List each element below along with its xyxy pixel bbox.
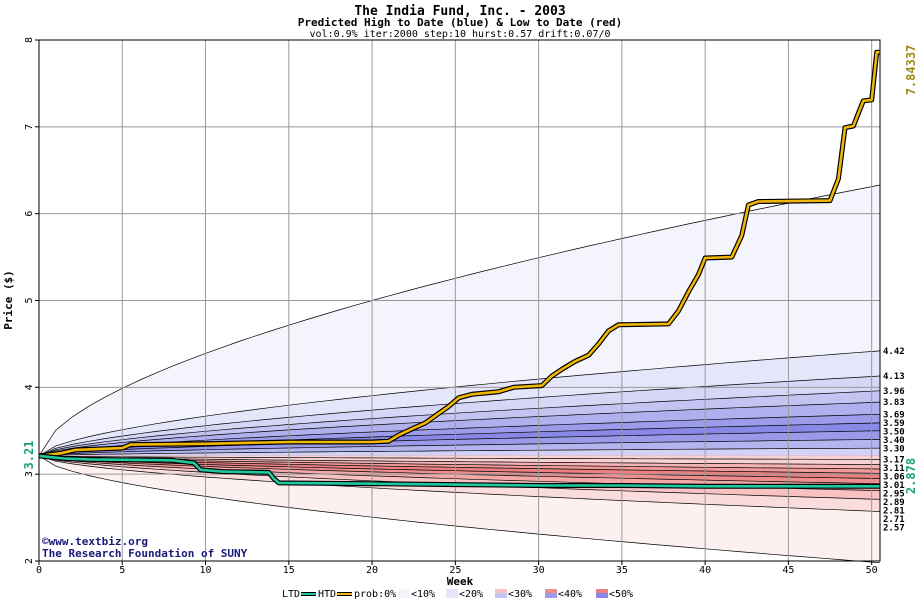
x-tick-label-45: 45 (782, 565, 794, 576)
upper-band-edge-4 (38, 401, 881, 457)
band-end-labels: 4.42 4.13 3.963.83 3.693.593.503.403.303.17… (883, 347, 905, 534)
upper-band-edge-8 (38, 439, 881, 457)
lower-band-edge-1 (38, 455, 881, 512)
x-tick-label-25: 25 (449, 565, 461, 576)
credit-foundation: The Research Foundation of SUNY (42, 547, 248, 560)
chart-subtitle: Predicted High to Date (blue) & Low to D… (298, 16, 623, 29)
x-tick-label-30: 30 (533, 565, 545, 576)
right-label-7: 3.40 (883, 436, 905, 446)
right-label-2: 3.96 (883, 387, 905, 397)
x-tick-label-10: 10 (200, 565, 212, 576)
right-label-15: 2.81 (883, 506, 905, 516)
x-tick-label-50: 50 (866, 565, 878, 576)
y-tick-label-3: 3 (24, 471, 35, 477)
upper-band-edge-7 (38, 430, 881, 457)
series-lines (38, 49, 880, 489)
legend-bin-30: <30% (508, 589, 532, 600)
upper-band-edge-2 (38, 375, 881, 457)
ltd-series-line (38, 454, 880, 488)
legend: LTD HTD prob:0% <10% <20% <30% <40% <50% (282, 589, 633, 600)
upper-band-edge-9 (38, 447, 881, 457)
legend-htd-label: HTD (318, 589, 336, 600)
y-tick-label-5: 5 (24, 297, 35, 303)
lower-band-8 (39, 455, 880, 465)
y-tick-label-4: 4 (24, 384, 35, 390)
upper-band-edge-1 (38, 350, 881, 457)
x-tick-label-0: 0 (36, 565, 42, 576)
credit-copyright: ©www.textbiz.org (42, 535, 148, 548)
legend-swatch-0 (398, 589, 410, 598)
right-label-4: 3.69 (883, 410, 905, 420)
right-label-11: 3.06 (883, 472, 905, 482)
htd-series-line (38, 50, 880, 458)
legend-swatch-30b (545, 593, 557, 598)
right-label-3: 3.83 (883, 398, 905, 408)
right-label-13: 2.95 (883, 489, 905, 499)
x-tick-label-35: 35 (616, 565, 628, 576)
legend-bin-20: <20% (459, 589, 483, 600)
x-tick-label-20: 20 (366, 565, 378, 576)
legend-swatch-10 (446, 589, 458, 598)
legend-ltd-label: LTD (282, 589, 300, 600)
right-label-5: 3.59 (883, 419, 905, 429)
upper-band-edge-10 (38, 455, 880, 460)
right-label-0: 4.42 (883, 347, 905, 357)
upper-band-9 (39, 448, 880, 456)
x-axis-label: Week (447, 575, 474, 588)
upper-band-edge-3 (38, 390, 881, 457)
chart-params: vol:0.9% iter:2000 step:10 hurst:0.57 dr… (309, 29, 610, 40)
x-tick-label-40: 40 (699, 565, 711, 576)
high-end-label: 7.84337 (904, 45, 918, 96)
y-axis-ticks: 2 3 4 5 6 7 8 (24, 37, 39, 564)
legend-bin-40: <40% (558, 589, 582, 600)
x-tick-label-5: 5 (119, 565, 125, 576)
legend-prob-label: prob:0% (354, 589, 396, 600)
legend-bin-50: <50% (609, 589, 633, 600)
right-label-9: 3.17 (883, 455, 905, 465)
right-label-8: 3.30 (883, 444, 905, 454)
legend-swatch-40b (596, 593, 608, 598)
right-label-6: 3.50 (883, 427, 905, 437)
y-tick-label-6: 6 (24, 211, 35, 217)
y-tick-label-7: 7 (24, 124, 35, 130)
y-axis-label: Price ($) (2, 270, 15, 330)
right-label-1: 4.13 (883, 372, 905, 382)
y-tick-label-2: 2 (24, 558, 35, 564)
legend-bin-10: <10% (411, 589, 435, 600)
right-label-10: 3.11 (883, 464, 905, 474)
low-end-label: 2.878 (904, 458, 918, 494)
chart-title: The India Fund, Inc. - 2003 (354, 4, 565, 19)
x-tick-label-15: 15 (283, 565, 295, 576)
grid-lines (39, 40, 880, 561)
right-label-12: 3.01 (883, 481, 905, 491)
x-axis-ticks: 0 5 10 15 20 25 30 35 40 45 50 (36, 561, 878, 576)
legend-swatch-20b (495, 593, 507, 598)
right-label-14: 2.89 (883, 498, 905, 508)
start-value-label: 3.21 (22, 441, 36, 470)
lower-band-edge-0 (38, 455, 881, 564)
y-tick-label-8: 8 (24, 37, 35, 43)
right-label-17: 2.57 (883, 523, 905, 533)
right-label-16: 2.71 (883, 515, 905, 525)
